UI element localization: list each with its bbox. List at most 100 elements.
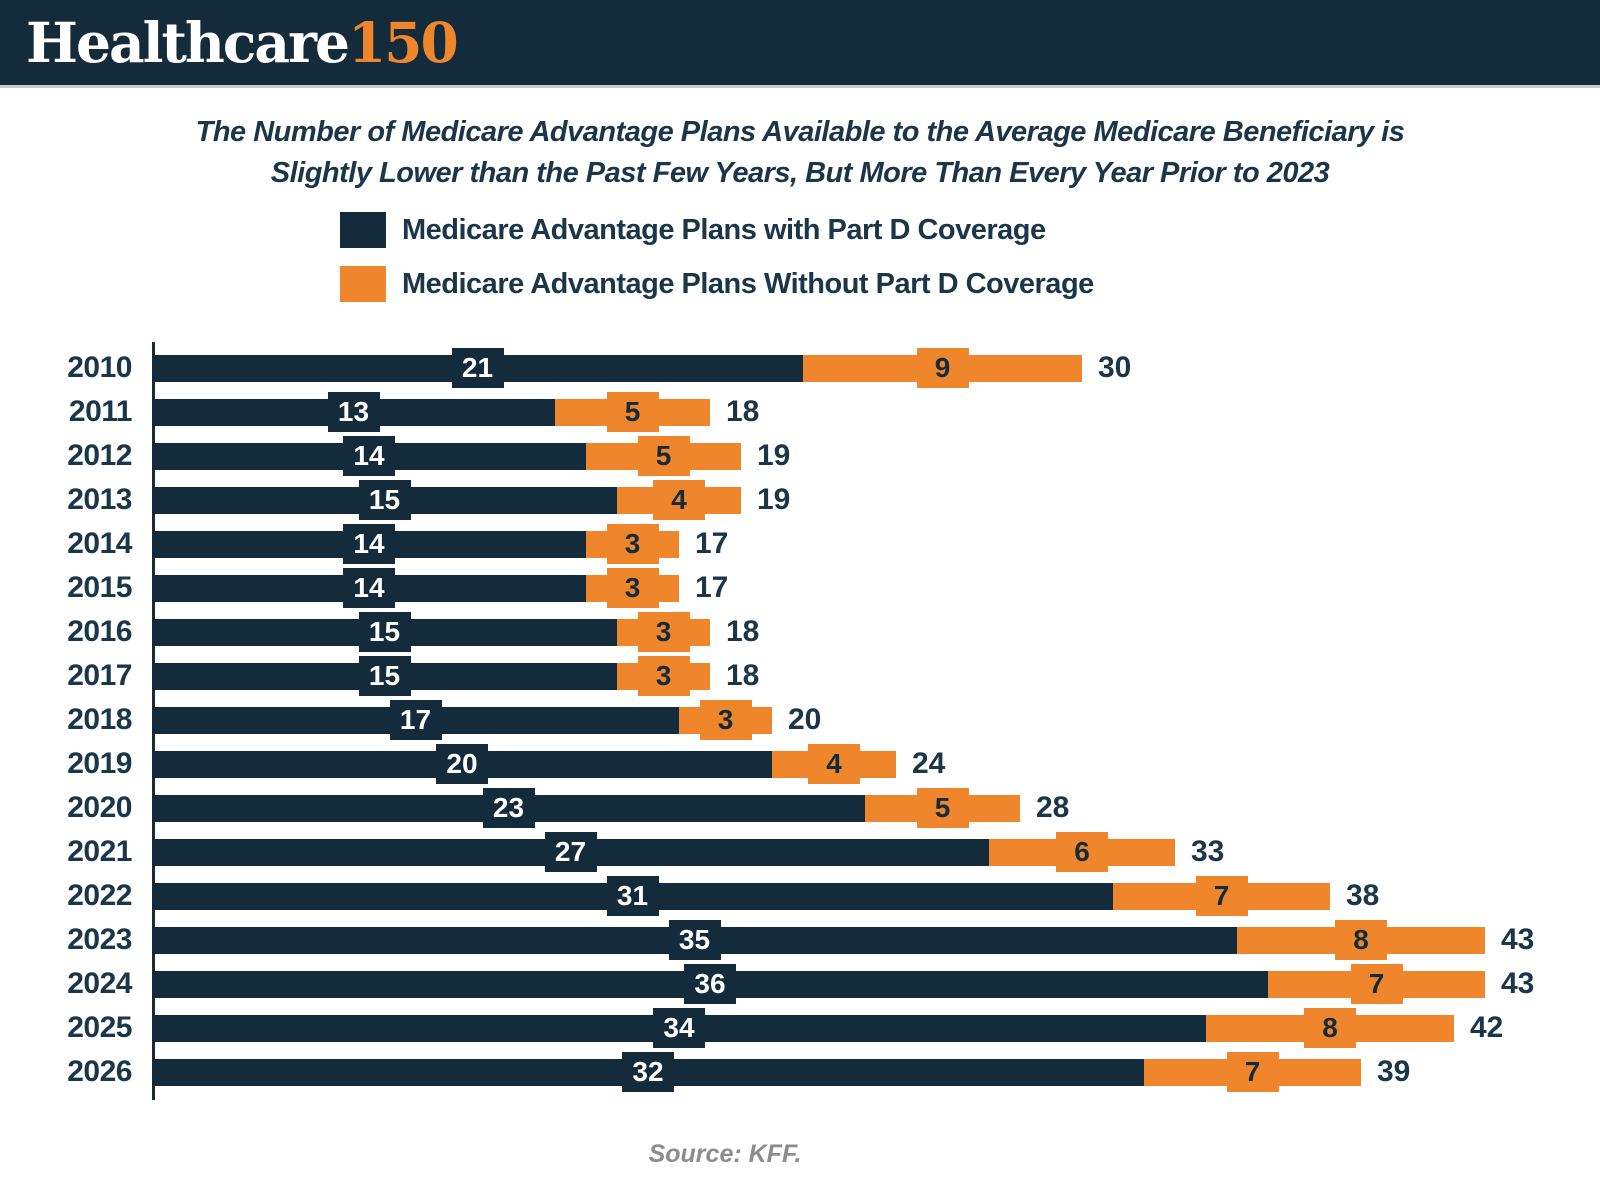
value-badge-with-part-d: 20 (436, 744, 488, 785)
value-badge-without-part-d: 8 (1304, 1008, 1356, 1049)
value-badge-without-part-d: 7 (1226, 1052, 1279, 1093)
brand-logo-primary: Healthcare (26, 10, 350, 75)
bar-segment-with-part-d: 35 (152, 920, 1237, 961)
bar-segment-with-part-d: 15 (152, 612, 617, 653)
value-badge-with-part-d: 15 (358, 656, 411, 697)
value-badge-without-part-d: 3 (606, 568, 659, 609)
value-badge-without-part-d: 9 (916, 348, 969, 389)
total-label: 24 (912, 747, 946, 781)
bar-segment-without-part-d: 4 (772, 744, 896, 785)
bar-segment-with-part-d: 21 (152, 348, 803, 389)
bar-segment-with-part-d: 14 (152, 568, 586, 609)
bar-segment-with-part-d: 27 (152, 832, 989, 873)
bar-segment-with-part-d: 14 (152, 524, 586, 565)
value-badge-without-part-d: 3 (699, 700, 752, 741)
bar-segment-with-part-d: 20 (152, 744, 772, 785)
value-badge-without-part-d: 6 (1056, 832, 1108, 873)
total-label: 43 (1501, 967, 1535, 1001)
total-label: 18 (726, 395, 760, 429)
value-badge-with-part-d: 14 (343, 436, 395, 477)
total-label: 19 (757, 483, 791, 517)
bar-segment-with-part-d: 32 (152, 1052, 1144, 1093)
value-badge-with-part-d: 17 (389, 700, 442, 741)
legend-item-without-part-d: Medicare Advantage Plans Without Part D … (340, 266, 1600, 303)
value-badge-with-part-d: 14 (343, 568, 395, 609)
value-badge-without-part-d: 5 (606, 392, 659, 433)
bar-segment-without-part-d: 9 (803, 348, 1082, 389)
brand-logo-accent: 150 (347, 10, 459, 75)
value-badge-without-part-d: 3 (606, 524, 659, 565)
value-badge-without-part-d: 7 (1195, 876, 1248, 917)
legend-swatch-navy (340, 212, 386, 249)
chart-row: 2012 14 5 19 (0, 434, 1600, 478)
total-label: 28 (1036, 791, 1070, 825)
bar-segment-without-part-d: 8 (1206, 1008, 1454, 1049)
total-label: 18 (726, 615, 760, 649)
year-label: 2012 (67, 439, 132, 473)
chart-row: 2013 15 4 19 (0, 478, 1600, 522)
total-label: 42 (1470, 1011, 1504, 1045)
year-label: 2018 (67, 703, 132, 737)
year-label: 2026 (67, 1055, 132, 1089)
value-badge-without-part-d: 5 (637, 436, 690, 477)
year-label: 2021 (67, 835, 132, 869)
year-label: 2025 (67, 1011, 132, 1045)
chart-row: 2016 15 3 18 (0, 610, 1600, 654)
bar-segment-without-part-d: 6 (989, 832, 1175, 873)
header-bar: Healthcare150 (0, 0, 1600, 88)
year-label: 2016 (67, 615, 132, 649)
value-badge-with-part-d: 15 (358, 612, 411, 653)
bar-segment-without-part-d: 5 (586, 436, 741, 477)
value-badge-without-part-d: 4 (653, 480, 705, 521)
value-badge-with-part-d: 23 (482, 788, 535, 829)
bar-segment-with-part-d: 15 (152, 656, 617, 697)
infographic-page: Healthcare150 The Number of Medicare Adv… (0, 0, 1600, 1168)
brand-logo: Healthcare150 (26, 15, 459, 70)
value-badge-without-part-d: 8 (1335, 920, 1387, 961)
value-badge-without-part-d: 7 (1350, 964, 1403, 1005)
bar-segment-with-part-d: 14 (152, 436, 586, 477)
stacked-bar-chart: 2010 21 9 30 2011 13 5 18 2012 14 5 19 2013 15 4 19 2014… (0, 342, 1600, 1101)
bar-segment-without-part-d: 3 (617, 612, 710, 653)
year-label: 2015 (67, 571, 132, 605)
value-badge-without-part-d: 5 (916, 788, 969, 829)
total-label: 43 (1501, 923, 1535, 957)
value-badge-without-part-d: 4 (808, 744, 860, 785)
total-label: 17 (695, 527, 729, 561)
chart-row: 2014 14 3 17 (0, 522, 1600, 566)
value-badge-with-part-d: 35 (668, 920, 721, 961)
bar-segment-without-part-d: 7 (1268, 964, 1485, 1005)
total-label: 39 (1377, 1055, 1411, 1089)
year-label: 2023 (67, 923, 132, 957)
value-badge-with-part-d: 36 (684, 964, 736, 1005)
legend-item-with-part-d: Medicare Advantage Plans with Part D Cov… (340, 212, 1600, 249)
bar-segment-with-part-d: 17 (152, 700, 679, 741)
total-label: 30 (1098, 351, 1132, 385)
total-label: 18 (726, 659, 760, 693)
value-badge-with-part-d: 34 (653, 1008, 705, 1049)
chart-row: 2021 27 6 33 (0, 830, 1600, 874)
chart-row: 2025 34 8 42 (0, 1006, 1600, 1050)
bar-segment-with-part-d: 23 (152, 788, 865, 829)
bar-segment-without-part-d: 8 (1237, 920, 1485, 961)
year-label: 2011 (68, 395, 133, 429)
bar-segment-without-part-d: 3 (617, 656, 710, 697)
bar-segment-with-part-d: 36 (152, 964, 1268, 1005)
legend-label-with-part-d: Medicare Advantage Plans with Part D Cov… (402, 213, 1046, 246)
chart-rows: 2010 21 9 30 2011 13 5 18 2012 14 5 19 2013 15 4 19 2014… (0, 346, 1600, 1094)
year-label: 2010 (67, 351, 132, 385)
chart-title-line2: Slightly Lower than the Past Few Years, … (270, 157, 1330, 190)
value-badge-with-part-d: 32 (622, 1052, 674, 1093)
chart-row: 2026 32 7 39 (0, 1050, 1600, 1094)
legend-swatch-orange (340, 266, 386, 303)
value-badge-with-part-d: 21 (451, 348, 504, 389)
value-badge-with-part-d: 27 (544, 832, 597, 873)
value-badge-without-part-d: 3 (637, 612, 690, 653)
total-label: 19 (757, 439, 791, 473)
chart-row: 2017 15 3 18 (0, 654, 1600, 698)
value-badge-without-part-d: 3 (637, 656, 690, 697)
chart-title: The Number of Medicare Advantage Plans A… (0, 112, 1600, 194)
chart-row: 2018 17 3 20 (0, 698, 1600, 742)
year-label: 2020 (67, 791, 132, 825)
chart-row: 2015 14 3 17 (0, 566, 1600, 610)
